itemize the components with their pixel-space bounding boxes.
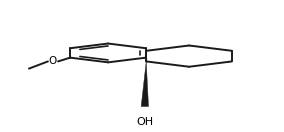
Polygon shape	[141, 61, 149, 107]
Text: OH: OH	[136, 117, 153, 127]
Text: O: O	[49, 56, 57, 66]
